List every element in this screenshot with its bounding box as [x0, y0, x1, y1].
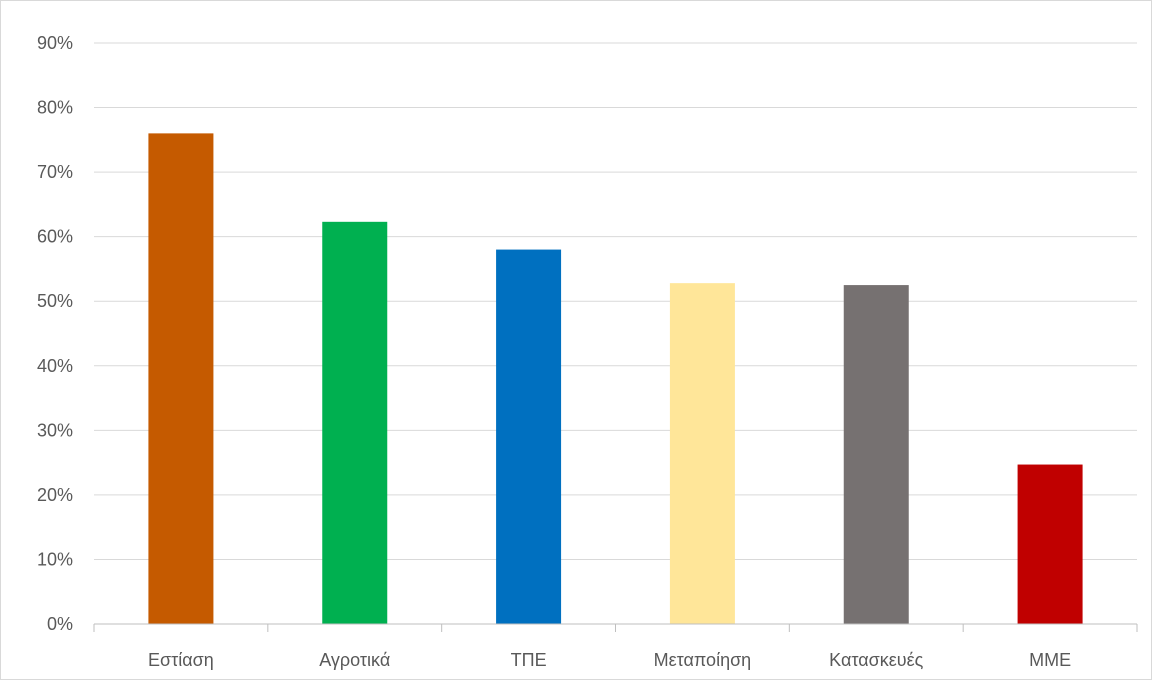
y-tick-label: 30%: [37, 420, 73, 440]
x-category-label: Εστίαση: [148, 650, 214, 670]
bar: [1017, 464, 1083, 624]
y-tick-label: 0%: [47, 614, 73, 634]
x-category-label: Μεταποίηση: [654, 650, 752, 670]
bar: [496, 249, 562, 625]
bar: [669, 283, 735, 624]
bar: [322, 221, 388, 624]
y-tick-label: 10%: [37, 549, 73, 569]
x-category-label: Αγροτικά: [319, 650, 390, 670]
bar: [843, 285, 909, 624]
y-tick-label: 40%: [37, 356, 73, 376]
x-category-label: Κατασκευές: [829, 650, 923, 670]
bars: [148, 133, 1083, 625]
y-tick-label: 60%: [37, 227, 73, 247]
y-tick-label: 70%: [37, 162, 73, 182]
bar: [148, 133, 214, 624]
x-axis-category-labels: Εστίαση Αγροτικά ΤΠΕ Μεταποίηση Κατασκευές ΜΜ…: [148, 650, 1071, 670]
gridlines: [94, 42, 1137, 560]
x-category-label: ΜΜΕ: [1029, 650, 1071, 670]
x-category-label: ΤΠΕ: [511, 650, 547, 670]
x-axis: [93, 623, 1138, 632]
y-axis-tick-labels: 0% 10% 20% 30% 40% 50% 60% 70% 80% 90%: [37, 33, 73, 634]
y-tick-label: 50%: [37, 291, 73, 311]
y-tick-label: 20%: [37, 485, 73, 505]
y-tick-label: 80%: [37, 98, 73, 118]
y-tick-label: 90%: [37, 33, 73, 53]
